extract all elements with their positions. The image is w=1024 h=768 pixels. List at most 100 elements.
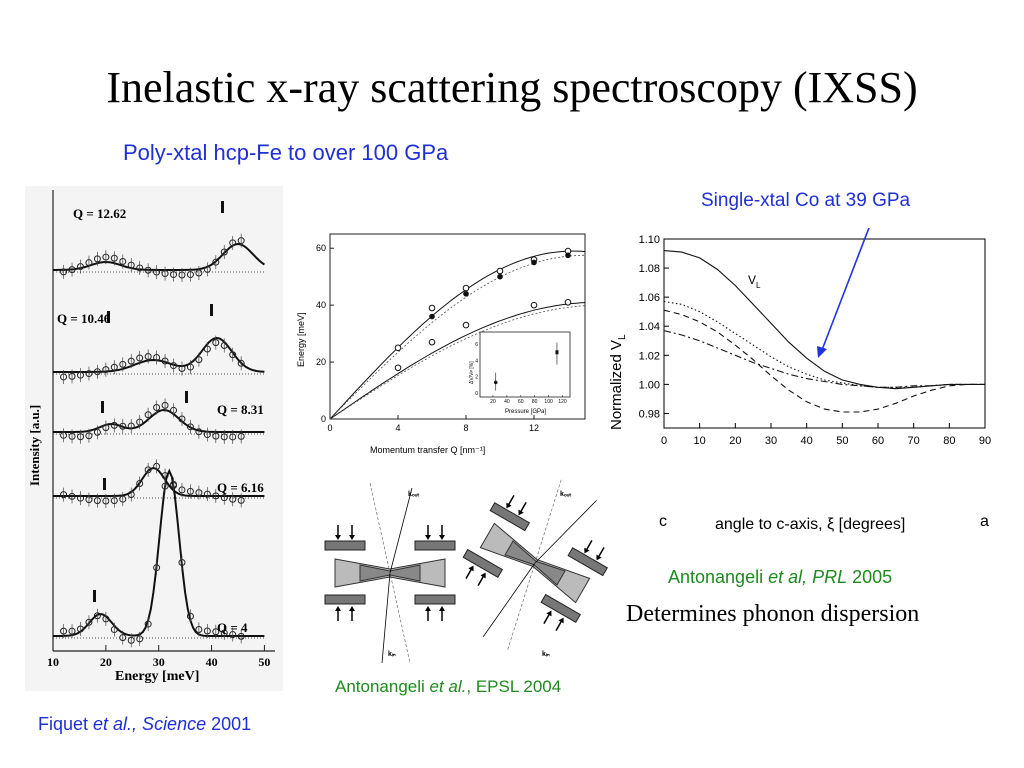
inset-x-tick-label: 100	[544, 399, 553, 405]
co-y-tick-label: 1.04	[639, 321, 660, 333]
force-arrow-head	[335, 535, 341, 540]
force-arrow-head	[558, 617, 564, 624]
peak-marker	[101, 401, 104, 413]
dispersion-point-open	[428, 304, 436, 312]
co-velocity-chart: 0 10 20 30 40 50 60 70 80 90 0.98 1.00 1.02 1.04 1.06 1…	[608, 228, 991, 533]
co-y-tick-label: 1.02	[639, 350, 660, 362]
scattering-geometry-diagrams: kₒᵤₜ kᵢₙ kₒᵤₜ kᵢₙ	[324, 478, 608, 664]
label-kin: kᵢₙ	[542, 651, 550, 658]
co-y-tick-label: 1.10	[639, 234, 660, 246]
inset-frame	[479, 331, 571, 398]
dispersion-point-ta	[428, 338, 436, 346]
spectra-ylabel: Intensity [a.u.]	[27, 405, 42, 486]
inset-x-tick-label: 120	[558, 399, 567, 405]
co-x-tick-label: 70	[908, 435, 920, 447]
dispersion-point-filled	[463, 290, 469, 297]
svg-text:Normalized VL: Normalized VL	[608, 334, 628, 430]
peak-marker	[107, 311, 110, 323]
co-x-right-label: a	[980, 513, 989, 530]
force-arrow-head	[349, 535, 355, 540]
svg-text:VL: VL	[748, 273, 761, 290]
co-x-left-label: c	[659, 513, 667, 530]
spectrum-fit-line	[53, 466, 265, 497]
spectra-x-tick-label: 50	[258, 655, 270, 669]
spectra-x-tick-label: 30	[153, 655, 165, 669]
dispersion-curve-ta-alt	[329, 305, 586, 420]
dispersion-point-filled	[531, 259, 537, 266]
ref-prl: Antonangeli et al, PRL 2005	[668, 567, 893, 587]
slide-title: Inelastic x-ray scattering spectroscopy …	[106, 63, 918, 112]
co-y-tick-label: 1.08	[639, 263, 660, 275]
dispersion-point-open	[394, 344, 402, 352]
co-y-tick-label: 0.98	[639, 408, 660, 420]
peak-marker	[210, 304, 213, 316]
dispersion-xlabel: Momentum transfer Q [nm⁻¹]	[370, 445, 485, 455]
co-y-tick-label: 1.06	[639, 292, 660, 304]
dispersion-point-ta	[564, 299, 572, 306]
dispersion-point-ta	[530, 301, 538, 309]
inset-y-tick-label: 2	[475, 375, 478, 381]
ref-fiquet: Fiquet et al., Science 2001	[38, 714, 252, 734]
incident-beam	[482, 562, 536, 638]
force-arrow-head	[439, 535, 445, 540]
dispersion-y-tick-label: 0	[321, 414, 326, 424]
co-x-tick-label: 20	[729, 435, 741, 447]
spectra-figure: 10 20 30 40 50 Intensity [a.u.] Energy [meV]…	[25, 186, 283, 691]
co-annotation-vl: VL	[748, 273, 761, 290]
peak-marker	[93, 590, 96, 602]
inset-x-tick-label: 20	[490, 399, 496, 405]
pointer-arrow	[821, 228, 870, 351]
inset-x-tick-label: 80	[532, 399, 538, 405]
q-label: Q = 12.62	[73, 206, 126, 221]
force-arrow-head	[439, 606, 445, 611]
c-axis-line	[369, 482, 411, 664]
anvil-plate	[489, 502, 531, 532]
spectra-x-tick-label: 10	[47, 655, 59, 669]
q-label: Q = 6.16	[217, 480, 264, 495]
inset-ylabel: ΔV/Vᴘ [%]	[469, 361, 475, 384]
q-label: Q = 4	[217, 620, 248, 635]
co-xlabel: angle to c-axis, ξ [degrees]	[715, 516, 905, 533]
co-x-tick-label: 90	[979, 435, 991, 447]
dispersion-x-tick-label: 12	[529, 423, 539, 433]
geometry-group	[462, 478, 608, 652]
force-arrow-head	[506, 502, 512, 509]
spectra-xlabel: Energy [meV]	[115, 669, 199, 684]
co-series-line-dashed	[663, 309, 985, 413]
peak-marker	[185, 391, 188, 403]
dispersion-x-tick-label: 0	[327, 423, 332, 433]
spectra-x-tick-label: 40	[206, 655, 218, 669]
co-y-tick-label: 1.00	[639, 379, 660, 391]
dispersion-point-filled	[497, 273, 503, 280]
anvil-plate	[567, 547, 608, 577]
inset-y-tick-label: 6	[475, 342, 478, 348]
anvil-plate	[414, 540, 456, 551]
dispersion-x-tick-label: 8	[463, 423, 468, 433]
dispersion-point-ta	[462, 321, 470, 329]
subtitle-fe: Poly-xtal hcp-Fe to over 100 GPa	[123, 140, 449, 165]
dispersion-point-ta	[394, 364, 402, 372]
dispersion-ylabel: Energy [meV]	[296, 312, 306, 367]
spectra-x-tick-label: 20	[100, 655, 112, 669]
scattered-beam	[389, 487, 413, 574]
dispersion-y-tick-label: 40	[316, 300, 326, 310]
dispersion-curve-la-alt	[329, 254, 586, 420]
pointer-arrow-head	[817, 346, 827, 358]
anvil-plate	[414, 594, 456, 605]
co-x-tick-label: 80	[943, 435, 955, 447]
label-kout: kₒᵤₜ	[408, 491, 419, 498]
co-ylabel: Normalized VL	[608, 334, 628, 430]
anvil-plate	[324, 540, 366, 551]
label-kin: kᵢₙ	[388, 651, 396, 658]
geometry-diagram-aligned: kₒᵤₜ kᵢₙ	[324, 482, 456, 664]
dispersion-point-open	[462, 284, 470, 292]
inset-xlabel: Pressure [GPa]	[505, 409, 546, 415]
co-x-tick-label: 10	[694, 435, 706, 447]
force-arrow-head	[546, 610, 552, 617]
q-label: Q = 10.46	[57, 311, 111, 326]
co-x-tick-label: 40	[801, 435, 813, 447]
dispersion-curve-ta	[329, 302, 586, 420]
dispersion-x-tick-label: 4	[395, 423, 400, 433]
label-kout: kₒᵤₜ	[560, 491, 571, 498]
